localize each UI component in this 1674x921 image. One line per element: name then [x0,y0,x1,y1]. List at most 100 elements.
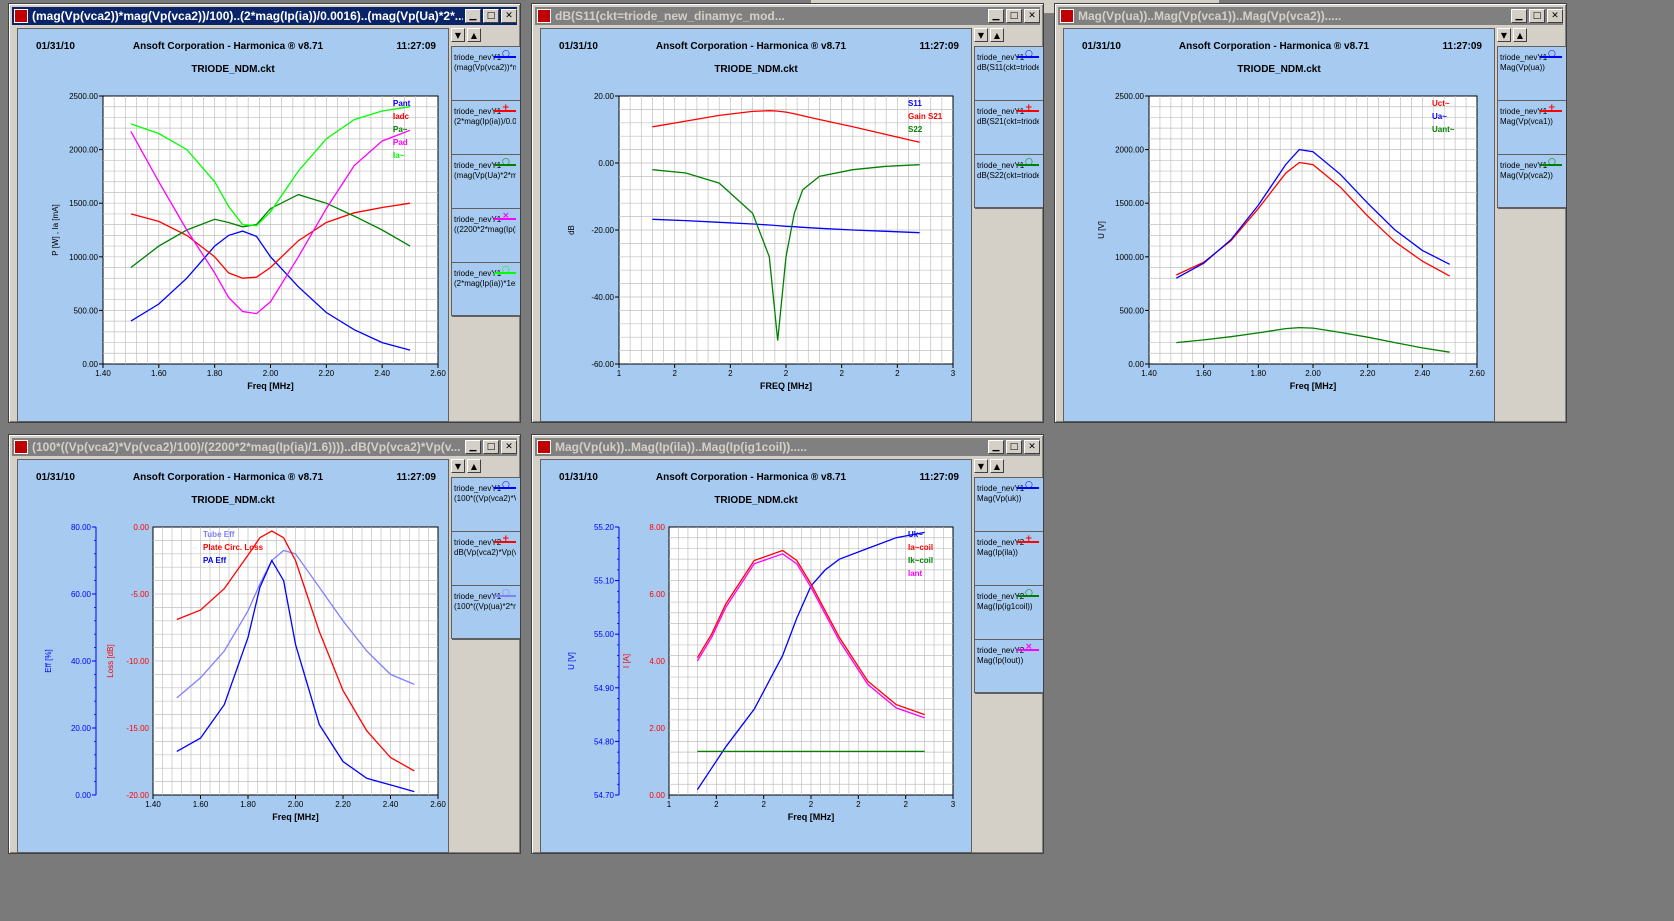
x-axis-label: Freq [MHz] [1290,381,1337,391]
y-tick-label: 1000.00 [1115,253,1144,262]
legend-item[interactable]: triode_nevY1 dB(S22(ckt=triode_n ○ [975,155,1043,209]
close-button[interactable]: ✕ [1024,440,1040,454]
legend-line [494,110,516,112]
maximize-button[interactable]: □ [483,9,499,23]
y-tick-label: 2500.00 [69,92,98,101]
y-tick-label: 500.00 [1120,306,1145,315]
maximize-button[interactable]: □ [1006,440,1022,454]
chart-window-voltage[interactable]: Mag(Vp(ua))..Mag(Vp(vca1))..Mag(Vp(vca2)… [1054,3,1567,423]
chart-efficiency: 01/31/10 Ansoft Corporation - Harmonica … [36,472,446,822]
title-bar[interactable]: dB(S11(ckt=triode_new_dinamyc_mod... ▁ □… [535,7,1040,25]
legend-expr: (2*mag(Ip(ia))/0.001 [454,117,516,126]
window-title: (mag(Vp(vca2))*mag(Vp(vca2))/100)..(2*ma… [32,9,463,23]
x-tick-label: 1 [617,369,622,378]
title-bar[interactable]: Mag(Vp(uk))..Mag(Ip(ila))..Mag(Ip(ig1coi… [535,438,1040,456]
minimize-button[interactable]: ▁ [465,9,481,23]
legend-item[interactable]: triode_nevY1 Mag(Vp(ua)) ○ [1498,47,1566,101]
series-legend-label: Iadc [393,112,410,121]
y-tick-label: 20.00 [594,92,615,101]
plot-area[interactable]: 01/31/10 Ansoft Corporation - Harmonica … [1063,28,1495,422]
title-bar[interactable]: (mag(Vp(vca2))*mag(Vp(vca2))/100)..(2*ma… [12,7,517,25]
legend-item[interactable]: triode_nevY1 (100*((Vp(ua)*2*mag ○ [452,586,520,640]
scroll-up-button[interactable]: ▲ [990,459,1004,473]
legend-line [1540,56,1562,58]
scroll-down-button[interactable]: ▼ [1497,28,1511,42]
legend-line [494,164,516,166]
legend-item[interactable]: triode_nevY2 Mag(Ip(ila)) + [975,532,1043,586]
legend-sidebar: ▼ ▲ triode_nevY1 Mag(Vp(uk)) ○ triode_ne… [974,459,1043,851]
legend-item[interactable]: triode_nevY1 Mag(Vp(vca1)) + [1498,101,1566,155]
close-button[interactable]: ✕ [1547,9,1563,23]
series-legend-label: Iant [908,569,923,578]
title-bar[interactable]: (100*((Vp(vca2)*Vp(vca2)/100)/(2200*2*ma… [12,438,517,456]
series-line [652,110,920,143]
legend-item[interactable]: triode_nevY1 Mag(Vp(vca2)) ○ [1498,155,1566,209]
plot-area[interactable]: 01/31/10 Ansoft Corporation - Harmonica … [540,459,972,853]
chart-window-efficiency[interactable]: (100*((Vp(vca2)*Vp(vca2)/100)/(2200*2*ma… [8,434,521,854]
chart-window-power[interactable]: (mag(Vp(vca2))*mag(Vp(vca2))/100)..(2*ma… [8,3,521,423]
scroll-down-button[interactable]: ▼ [451,28,465,42]
scroll-down-button[interactable]: ▼ [974,28,988,42]
chart-window-currents[interactable]: Mag(Vp(uk))..Mag(Ip(ila))..Mag(Ip(ig1coi… [531,434,1044,854]
close-button[interactable]: ✕ [1024,9,1040,23]
close-button[interactable]: ✕ [501,440,517,454]
legend-item[interactable]: triode_nevY2 dB(Vp(vca2)*Vp(vca + [452,532,520,586]
legend-item[interactable]: triode_nevY1 (100*((Vp(vca2)*Vp( ○ [452,478,520,532]
series-legend-label: Plate Circ. Loss [203,543,264,552]
legend-line [494,272,516,274]
legend-item[interactable]: triode_nevY1 Mag(Vp(uk)) ○ [975,478,1043,532]
plot-area[interactable]: 01/31/10 Ansoft Corporation - Harmonica … [17,28,449,422]
scroll-up-button[interactable]: ▲ [467,459,481,473]
date-label: 01/31/10 [1082,41,1121,52]
legend-item[interactable]: triode_nevY2 Mag(Ip(ig1coil)) ○ [975,586,1043,640]
scroll-up-button[interactable]: ▲ [1513,28,1527,42]
chart-sparams: 01/31/10 Ansoft Corporation - Harmonica … [559,41,959,391]
company-label: Ansoft Corporation - Harmonica ® v8.71 [133,41,324,52]
series-line [130,202,411,279]
maximize-button[interactable]: □ [1529,9,1545,23]
series-line [696,531,925,790]
plot-area[interactable]: 01/31/10 Ansoft Corporation - Harmonica … [17,459,449,853]
legend-sidebar: ▼ ▲ triode_nevY1 dB(S11(ckt=triode_n ○ t… [974,28,1043,420]
time-label: 11:27:09 [397,41,437,52]
legend-item[interactable]: triode_nevY1 dB(S21(ckt=triode_n + [975,101,1043,155]
minimize-button[interactable]: ▁ [988,9,1004,23]
series-legend-label: Pa~ [393,125,408,134]
minimize-button[interactable]: ▁ [465,440,481,454]
legend-item[interactable]: triode_nevY1 (2*mag(Ip(ia))/0.001 + [452,101,520,155]
legend-item[interactable]: triode_nevY1 (mag(Vp(vca2))*mag ○ [452,47,520,101]
scroll-up-button[interactable]: ▲ [990,28,1004,42]
chart-window-sparams[interactable]: dB(S11(ckt=triode_new_dinamyc_mod... ▁ □… [531,3,1044,423]
circuit-label: TRIODE_NDM.ckt [714,495,798,506]
legend-item[interactable]: triode_nevY1 (mag(Vp(Ua)*2*mag ○ [452,155,520,209]
x-tick-label: 1.80 [207,369,223,378]
maximize-button[interactable]: □ [483,440,499,454]
x-tick-label: 1.40 [1141,369,1157,378]
x-tick-label: 1.40 [95,369,111,378]
plot-area[interactable]: 01/31/10 Ansoft Corporation - Harmonica … [540,28,972,422]
series-line [1176,326,1450,353]
x-tick-label: 2 [784,369,789,378]
title-bar[interactable]: Mag(Vp(ua))..Mag(Vp(vca1))..Mag(Vp(vca2)… [1058,7,1563,25]
y2-tick-label: -20.00 [126,791,149,800]
x-tick-label: 2 [839,369,844,378]
legend-expr: Mag(Ip(ig1coil)) [977,602,1033,611]
scroll-up-button[interactable]: ▲ [467,28,481,42]
y-tick-label: 55.20 [594,523,615,532]
maximize-button[interactable]: □ [1006,9,1022,23]
legend-sidebar: ▼ ▲ triode_nevY1 (100*((Vp(vca2)*Vp( ○ t… [451,459,520,851]
minimize-button[interactable]: ▁ [988,440,1004,454]
legend-item[interactable]: triode_nevY1 dB(S11(ckt=triode_n ○ [975,47,1043,101]
legend-item[interactable]: triode_nevY2 Mag(Ip(Iout)) × [975,640,1043,694]
legend-item[interactable]: triode_nevY1 ((2200*2*mag(Ip(ia)) × [452,209,520,263]
scroll-down-button[interactable]: ▼ [451,459,465,473]
x-axis-label: FREQ [MHz] [760,381,812,391]
y2-tick-label: 4.00 [649,657,665,666]
minimize-button[interactable]: ▁ [1511,9,1527,23]
x-tick-label: 2.20 [335,800,351,809]
series-line [176,549,415,699]
scroll-down-button[interactable]: ▼ [974,459,988,473]
y2-tick-label: -10.00 [126,657,149,666]
legend-item[interactable]: triode_nevY1 (2*mag(Ip(ia))*1e3) ○ [452,263,520,317]
close-button[interactable]: ✕ [501,9,517,23]
